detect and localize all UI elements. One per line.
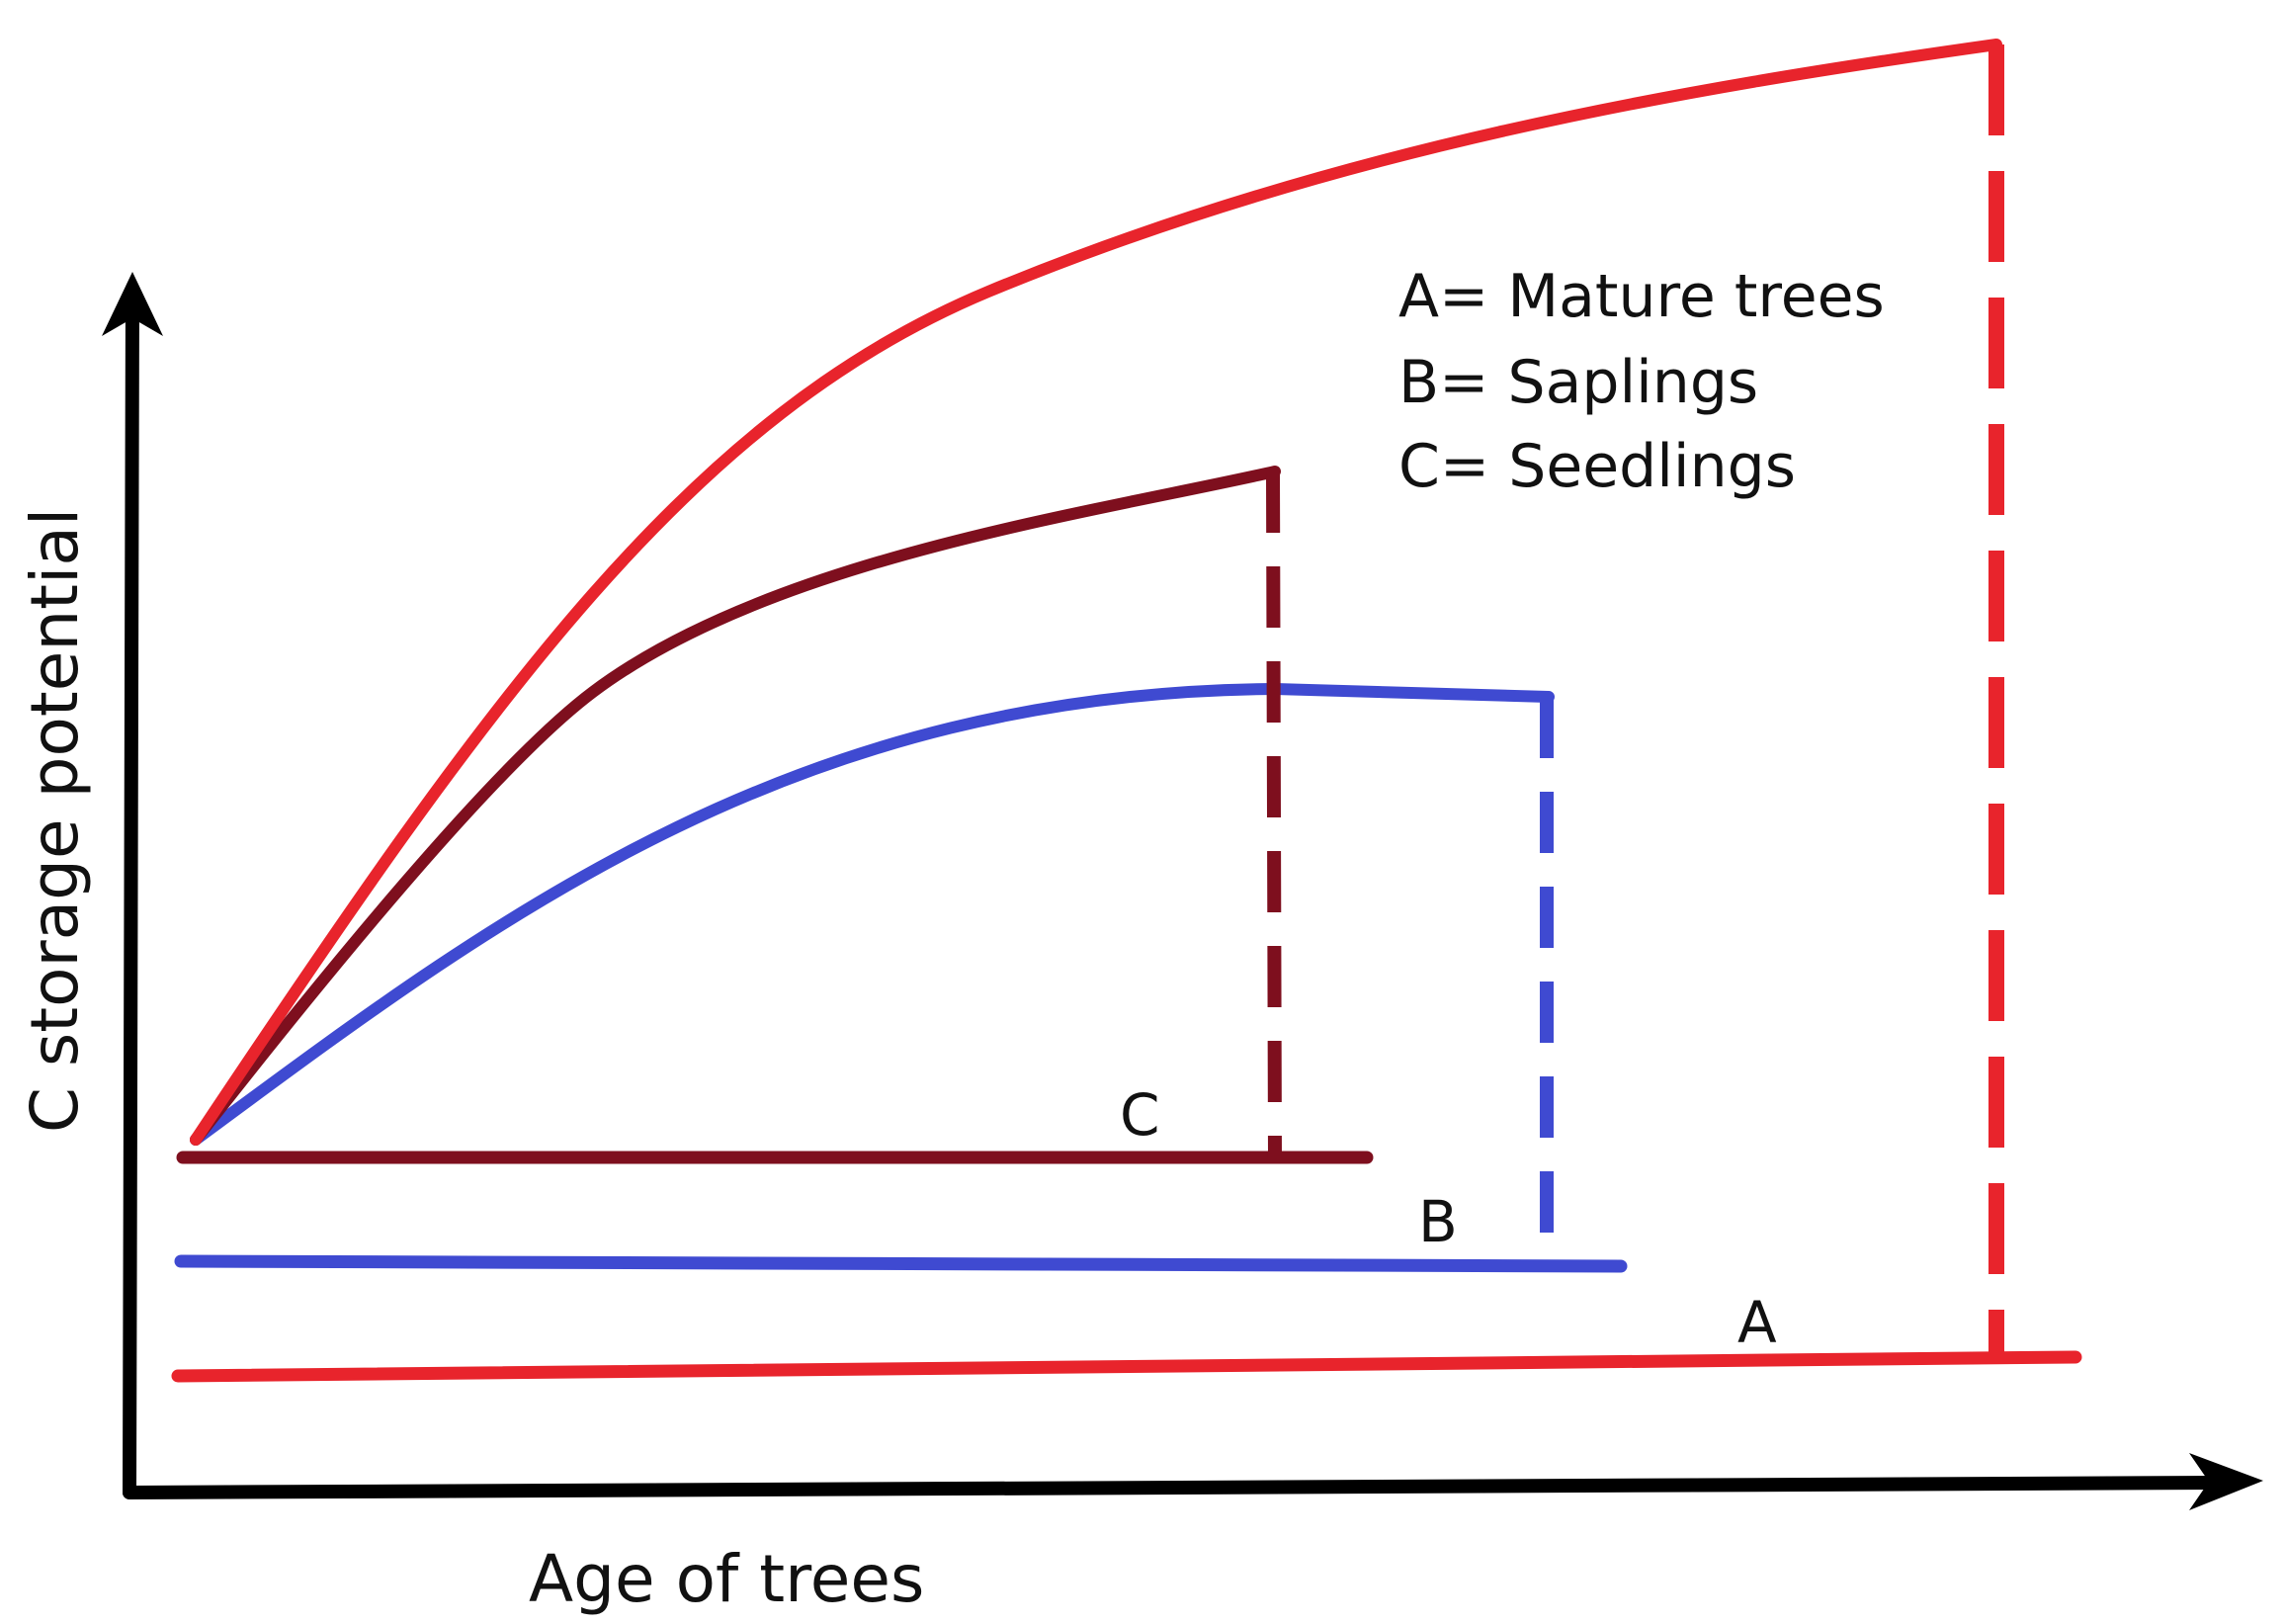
y-axis-arrowhead bbox=[102, 272, 163, 336]
curve-b bbox=[190, 682, 1555, 1146]
line-tag-c: C bbox=[1120, 1081, 1160, 1149]
x-axis bbox=[123, 1476, 2226, 1499]
legend-entry-a: A= Mature trees bbox=[1398, 262, 1885, 331]
dashed-drop-c bbox=[1266, 470, 1282, 1160]
curve-c bbox=[190, 466, 1281, 1146]
x-axis-arrowhead bbox=[2189, 1453, 2263, 1510]
legend-entry-b: B= Saplings bbox=[1398, 348, 1758, 417]
curve-a bbox=[190, 39, 2002, 1146]
baseline-b bbox=[174, 1254, 1628, 1273]
x-axis-title: Age of trees bbox=[529, 1541, 924, 1617]
y-axis bbox=[123, 285, 139, 1499]
baseline-a bbox=[171, 1350, 2082, 1383]
line-tag-a: A bbox=[1737, 1289, 1777, 1356]
legend-entry-c: C= Seedlings bbox=[1398, 432, 1796, 501]
line-tag-b: B bbox=[1418, 1188, 1458, 1255]
y-axis-title: C storage potential bbox=[17, 508, 93, 1133]
